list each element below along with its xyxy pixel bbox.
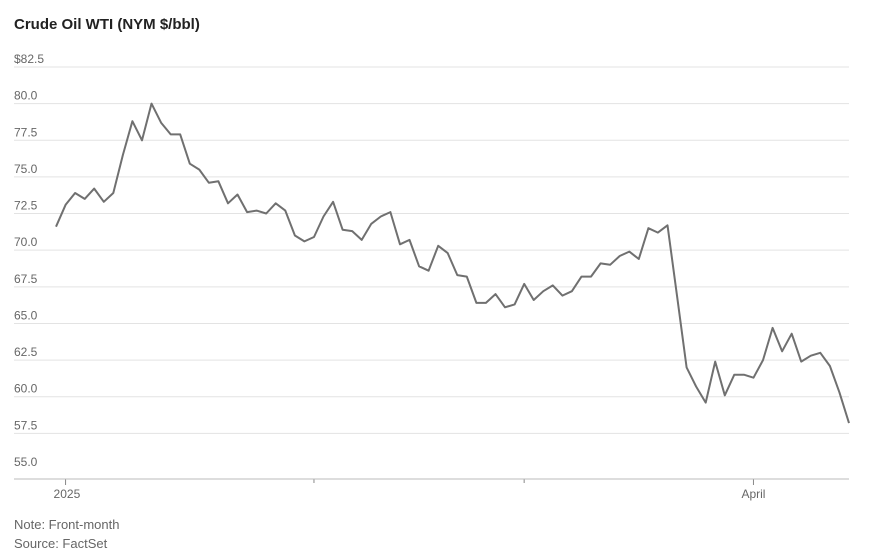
- y-tick-label: 62.5: [14, 345, 38, 359]
- y-axis-ticks: 55.0 57.5 60.0 62.5 65.0 67.5 70.0 72.5 75.0 77.5…: [14, 52, 44, 469]
- gridlines: [14, 66, 849, 434]
- y-tick-label: 60.0: [14, 382, 38, 396]
- x-tick-label: 2025: [54, 487, 81, 501]
- series-line: [55, 102, 850, 424]
- y-tick-label: 72.5: [14, 199, 38, 213]
- y-tick-label: 70.0: [14, 235, 38, 249]
- series-group: [55, 102, 850, 424]
- chart-notes: Note: Front-month Source: FactSet: [14, 515, 120, 553]
- chart-title: Crude Oil WTI (NYM $/bbl): [14, 16, 200, 33]
- y-tick-label: $82.5: [14, 52, 44, 66]
- y-tick-label: 57.5: [14, 418, 38, 432]
- y-tick-label: 80.0: [14, 89, 38, 103]
- y-tick-label: 65.0: [14, 308, 38, 322]
- y-tick-label: 75.0: [14, 162, 38, 176]
- y-tick-label: 67.5: [14, 272, 38, 286]
- x-axis-ticks: 2025 April: [54, 479, 765, 501]
- y-tick-label: 55.0: [14, 455, 38, 469]
- x-tick-label: April: [741, 487, 765, 501]
- source-credit: Source: FactSet: [14, 536, 108, 551]
- note-front-month: Note: Front-month: [14, 517, 120, 532]
- y-tick-label: 77.5: [14, 125, 38, 139]
